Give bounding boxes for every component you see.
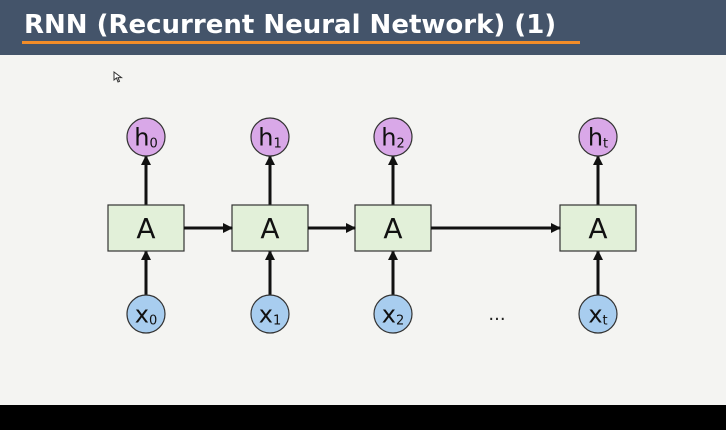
mouse-cursor-icon (113, 71, 123, 83)
hidden-state-node (373, 117, 413, 157)
input-label: x1 (259, 301, 281, 329)
title-bar: RNN (Recurrent Neural Network) (1) (0, 0, 726, 55)
input-node (250, 294, 290, 334)
hidden-state-node (578, 117, 618, 157)
rnn-cell-label: A (383, 212, 402, 245)
page-title: RNN (Recurrent Neural Network) (1) (24, 10, 557, 40)
rnn-cell-label: A (588, 212, 607, 245)
ellipsis-label: ... (488, 304, 505, 325)
rnn-unrolled-diagram: Ah0 x0 Ah1 x1 Ah2 x2 Aht xt... (107, 117, 637, 334)
rnn-cell (107, 204, 185, 252)
bottom-band (0, 405, 726, 430)
input-node (578, 294, 618, 334)
hidden-state-node (126, 117, 166, 157)
hidden-state-label: ht (588, 124, 608, 152)
rnn-cell-label: A (260, 212, 279, 245)
input-node (126, 294, 166, 334)
hidden-state-node (250, 117, 290, 157)
rnn-cell-label: A (136, 212, 155, 245)
hidden-state-label: h1 (258, 124, 282, 152)
hidden-state-label: h2 (381, 124, 405, 152)
title-underline (22, 41, 580, 44)
input-label: x0 (135, 301, 157, 329)
input-label: xt (588, 301, 607, 329)
input-label: x2 (382, 301, 404, 329)
hidden-state-label: h0 (134, 124, 158, 152)
rnn-cell (559, 204, 637, 252)
rnn-cell (354, 204, 432, 252)
input-node (373, 294, 413, 334)
